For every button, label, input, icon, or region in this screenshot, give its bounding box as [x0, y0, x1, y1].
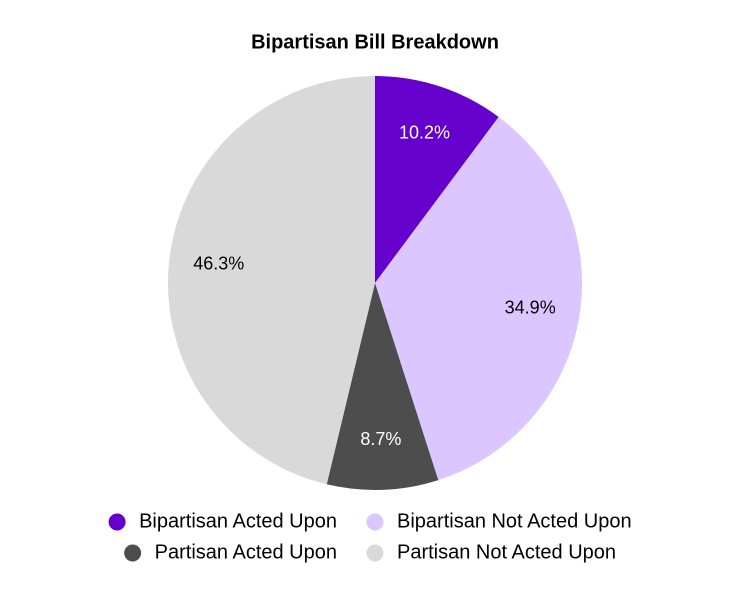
- chart-title: Bipartisan Bill Breakdown: [251, 31, 499, 53]
- legend-label: Bipartisan Not Acted Upon: [397, 510, 632, 532]
- legend-label: Partisan Not Acted Upon: [397, 541, 616, 563]
- pie-slice: [326, 283, 439, 490]
- slice-label: 8.7%: [360, 429, 401, 449]
- pie-slice: [167, 76, 375, 485]
- slice-label: 34.9%: [505, 298, 556, 318]
- legend-marker: [366, 544, 384, 562]
- slice-label: 46.3%: [193, 253, 244, 273]
- legend-marker: [124, 544, 142, 562]
- pie-slice: [375, 76, 499, 283]
- legend-marker: [108, 513, 126, 531]
- legend-marker: [366, 513, 384, 531]
- legend-label: Bipartisan Acted Upon: [139, 510, 337, 532]
- slice-label: 10.2%: [399, 122, 450, 142]
- legend-label: Partisan Acted Upon: [155, 541, 337, 563]
- pie-slice: [375, 116, 582, 481]
